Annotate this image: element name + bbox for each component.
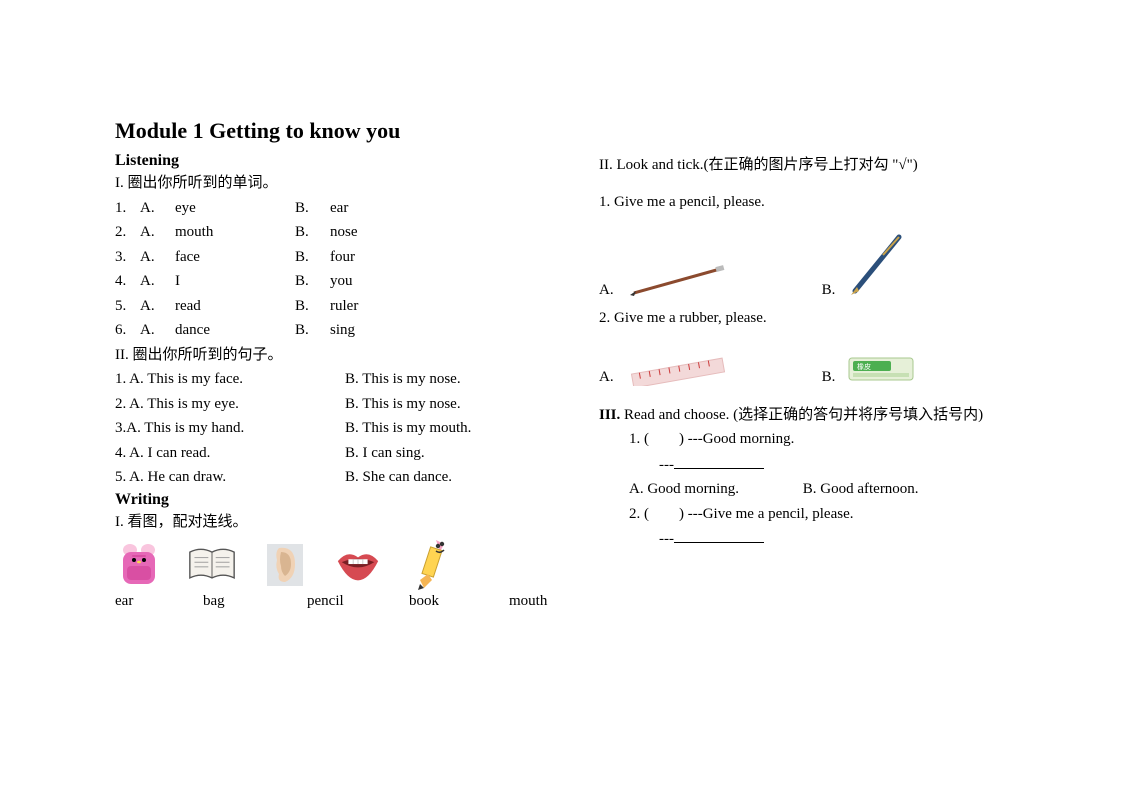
match-word: ear [115,593,171,610]
tick-section-title: II. Look and tick.(在正确的图片序号上打对勾 "√") [599,154,1023,177]
word-list: 1.A.eyeB.ear2.A.mouthB.nose3.A.faceB.fou… [115,197,559,342]
rc-q1-dashes: --- [659,457,674,473]
sentence-row: 3.A. This is my hand.B. This is my mouth… [115,417,559,440]
tick-q1-option-a: A. [599,263,732,299]
option-label-a: A. [599,369,614,386]
book-icon [188,541,236,589]
pen-icon [843,229,913,299]
tick-q2-options: A. B. 橡皮 [599,346,1023,386]
section-ii-title: II. 圈出你所听到的句子。 [115,344,559,367]
rc-q1-options: A. Good morning. B. Good afternoon. [599,478,1023,501]
word-row: 3.A.faceB.four [115,246,559,269]
writing-heading: Writing [115,491,559,509]
pencil-icon [407,541,455,589]
match-word: pencil [307,593,377,610]
rc-q2-line1: 2. ( ) ---Give me a pencil, please. [599,503,1023,526]
option-label-b: B. [822,282,836,299]
tick-q1-options: A. B. [599,229,1023,299]
eraser-icon: 橡皮 [843,350,923,386]
sentence-row: 1. A. This is my face.B. This is my nose… [115,368,559,391]
ruler-icon [622,346,732,386]
right-column: II. Look and tick.(在正确的图片序号上打对勾 "√") 1. … [599,118,1023,610]
tick-q2: 2. Give me a rubber, please. [599,307,1023,330]
match-image-row [115,541,559,589]
word-row: 5.A.readB.ruler [115,295,559,318]
sentence-row: 2. A. This is my eye.B. This is my nose. [115,393,559,416]
writing-i-title: I. 看图，配对连线。 [115,511,559,534]
worksheet-page: Module 1 Getting to know you Listening I… [0,0,1123,610]
word-row: 2.A.mouthB.nose [115,221,559,244]
tick-q1: 1. Give me a pencil, please. [599,191,1023,214]
word-row: 6.A.danceB.sing [115,319,559,342]
listening-heading: Listening [115,152,559,170]
mouth-icon [334,541,382,589]
sentence-row: 4. A. I can read.B. I can sing. [115,442,559,465]
match-word: book [409,593,477,610]
read-choose-title-bold: III. [599,407,620,423]
word-row: 4.A. IB.you [115,270,559,293]
module-title: Module 1 Getting to know you [115,118,559,144]
rc-q2-dashes: --- [659,531,674,547]
pencil-thin-icon [622,263,732,299]
option-label-b: B. [822,369,836,386]
option-label-a: A. [599,282,614,299]
match-word: bag [203,593,275,610]
sentence-row: 5. A. He can draw.B. She can dance. [115,466,559,489]
word-row: 1.A.eyeB.ear [115,197,559,220]
rc-q1-option-b: B. Good afternoon. [803,481,919,497]
left-column: Module 1 Getting to know you Listening I… [115,118,559,610]
sentence-list: 1. A. This is my face.B. This is my nose… [115,368,559,489]
match-word-row: ear bag pencil book mouth [115,593,559,610]
section-i-title: I. 圈出你所听到的单词。 [115,172,559,195]
rc-q1-line2: --- [599,453,1023,477]
tick-q2-option-a: A. [599,346,732,386]
tick-q2-option-b: B. 橡皮 [822,350,924,386]
rc-q1-line1: 1. ( ) ---Good morning. [599,428,1023,451]
match-word: mouth [509,593,559,610]
read-choose-title: III. Read and choose. (选择正确的答句并将序号填入括号内) [599,404,1023,427]
rc-q2-line2: --- [599,527,1023,551]
bag-icon [115,541,163,589]
blank-line-icon [674,453,764,469]
ear-icon [261,541,309,589]
blank-line-icon [674,527,764,543]
tick-q1-option-b: B. [822,229,914,299]
svg-text:橡皮: 橡皮 [857,362,871,371]
rc-q1-option-a: A. Good morning. [629,478,799,501]
read-choose-title-rest: Read and choose. (选择正确的答句并将序号填入括号内) [624,407,983,423]
